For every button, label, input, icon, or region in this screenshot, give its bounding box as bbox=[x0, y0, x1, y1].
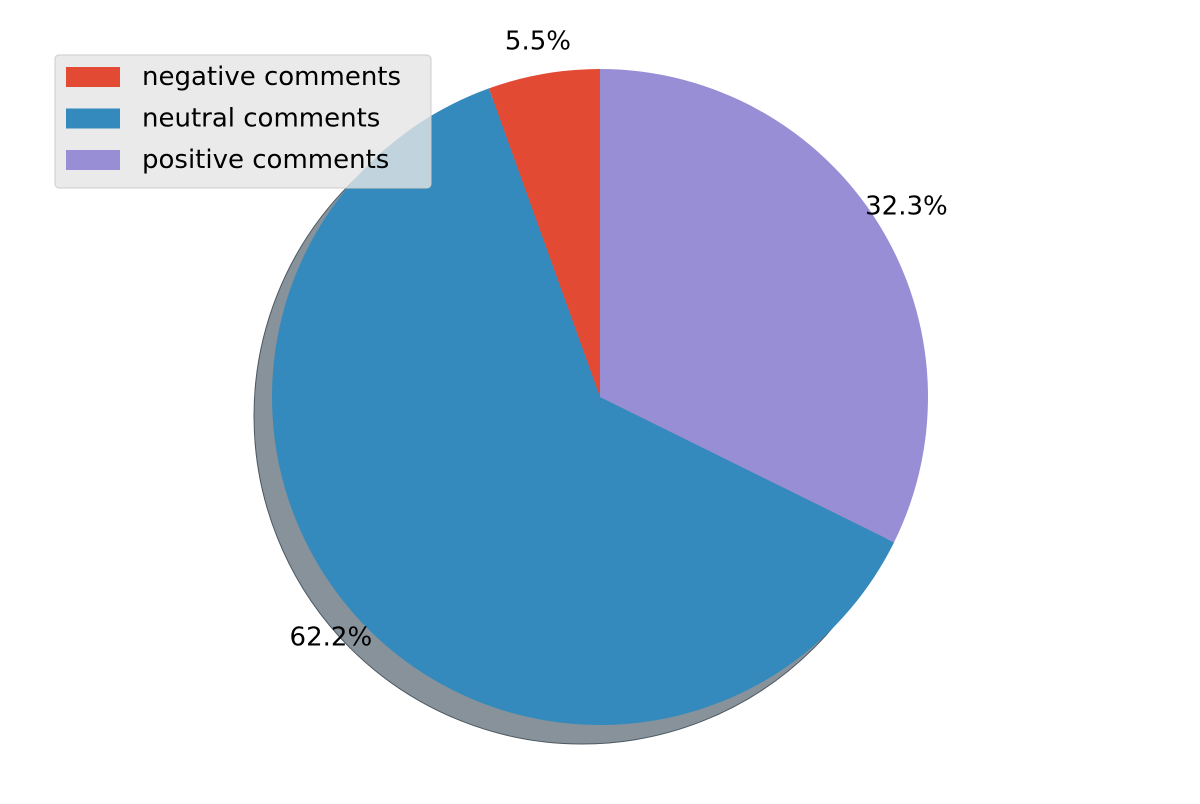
legend-swatch-neutral-comments bbox=[66, 108, 120, 129]
pie-slice-positive-comments bbox=[600, 69, 928, 543]
legend-label-neutral-comments: neutral comments bbox=[142, 104, 380, 134]
pie-slice-neutral-comments bbox=[271, 88, 895, 726]
legend-swatch-positive-comments bbox=[66, 150, 120, 170]
legend: negative comments neutral comments positiv… bbox=[54, 54, 432, 189]
pie-label-layer: 5.5% 62.2% 32.3% bbox=[290, 27, 948, 653]
legend-label-negative-comments: negative comments bbox=[142, 62, 401, 92]
pie-slice-layer bbox=[271, 69, 928, 726]
legend-box bbox=[54, 54, 432, 189]
pie-slice-negative-comments bbox=[488, 69, 600, 397]
legend-label-positive-comments: positive comments bbox=[142, 145, 389, 175]
pie-pct-label-neutral-comments: 62.2% bbox=[290, 622, 373, 652]
pie-pct-label-positive-comments: 32.3% bbox=[865, 192, 948, 222]
legend-swatch-negative-comments bbox=[66, 67, 120, 87]
pie-pct-label-negative-comments: 5.5% bbox=[505, 27, 571, 57]
